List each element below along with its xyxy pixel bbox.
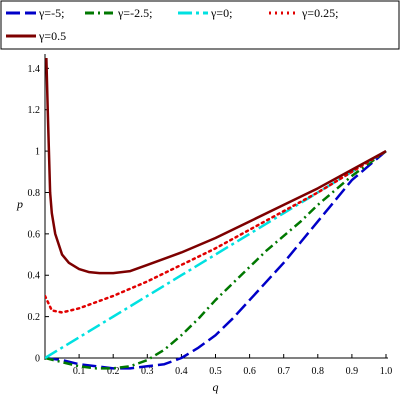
y-tick-label: 0.4 [28, 271, 41, 282]
x-tick-label: 0.3 [141, 366, 154, 377]
x-tick-label: 0.4 [175, 366, 188, 377]
x-tick-label: 0.8 [312, 366, 325, 377]
x-tick-label: 0.1 [73, 366, 86, 377]
x-axis-label: q [213, 380, 219, 394]
y-tick-label: 0.2 [28, 312, 41, 323]
y-tick-label: 0.6 [28, 229, 41, 240]
x-tick-label: 0.5 [209, 366, 222, 377]
x-tick-label: 0.2 [107, 366, 120, 377]
legend-label: γ=-5; [38, 6, 64, 20]
series-line [45, 57, 387, 275]
y-tick-label: 1 [35, 147, 40, 158]
axes [44, 54, 388, 360]
x-tick-label: 1.0 [380, 366, 393, 377]
legend-label: γ=0; [210, 6, 232, 20]
y-axis-label: p [16, 197, 23, 211]
x-tick-label: 0.6 [243, 366, 256, 377]
series-line [45, 150, 387, 370]
legend-label: γ=-2.5; [117, 6, 152, 20]
legend: γ=-5; γ=-2.5; γ=0; γ=0.25; γ=0.5 [0, 0, 400, 50]
x-tick-label: 0.7 [277, 366, 290, 377]
y-tick-label: 0.8 [28, 188, 41, 199]
legend-box [0, 0, 400, 50]
legend-label: γ=0.5 [38, 29, 66, 43]
y-tick-label: 1.2 [28, 105, 41, 116]
x-tick-label: 0.9 [346, 366, 359, 377]
legend-label: γ=0.25; [301, 6, 338, 20]
series-lines [45, 57, 388, 370]
y-tick-label: 1.4 [28, 64, 41, 75]
y-tick-label: 0 [35, 354, 40, 365]
ticks: 0.1 0.2 0.3 0.4 0.5 0.6 0.7 0.8 0.9 1.0 0 0.2 0.4 0.6… [28, 64, 393, 377]
series-line [45, 149, 388, 314]
series-line [45, 150, 387, 370]
